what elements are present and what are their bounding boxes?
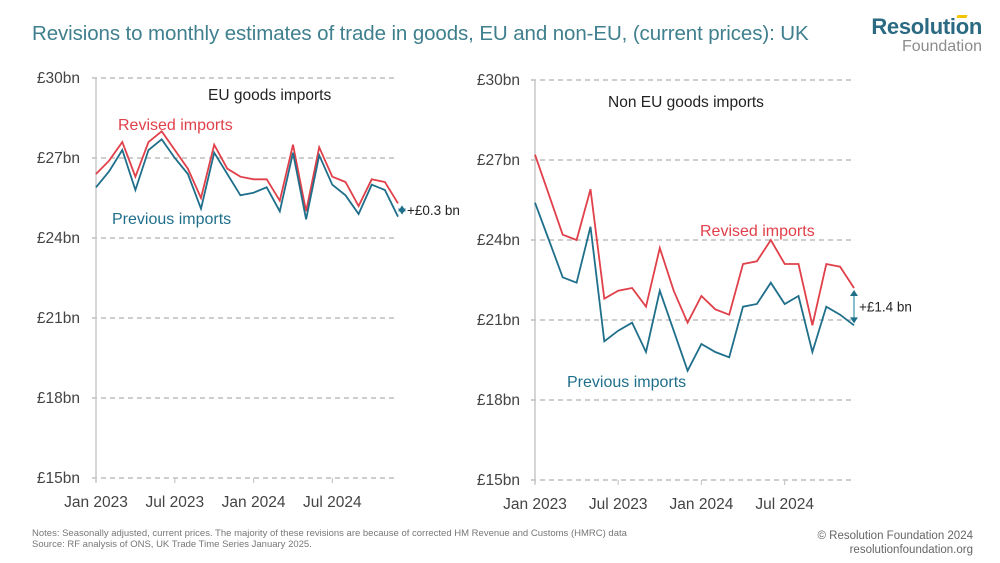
arrow-up-icon bbox=[850, 290, 858, 296]
copyright-block: © Resolution Foundation 2024 resolutionf… bbox=[817, 529, 973, 558]
previous-imports-label: Previous imports bbox=[567, 374, 686, 391]
x-tick-label: Jan 2023 bbox=[503, 496, 567, 513]
x-tick-label: Jan 2023 bbox=[64, 494, 128, 511]
y-tick-label: £24bn bbox=[37, 230, 80, 247]
panel-title: EU goods imports bbox=[208, 87, 331, 104]
revised-imports-label: Revised imports bbox=[700, 223, 815, 240]
x-tick-label: Jan 2024 bbox=[670, 496, 734, 513]
y-tick-label: £18bn bbox=[477, 392, 520, 409]
y-tick-label: £27bn bbox=[37, 150, 80, 167]
y-tick-label: £27bn bbox=[477, 152, 520, 169]
x-tick-label: Jul 2023 bbox=[145, 494, 204, 511]
previous-imports-line bbox=[95, 137, 399, 220]
logo-main-text: Resolution bbox=[871, 14, 982, 39]
arrow-down-icon bbox=[398, 208, 406, 215]
chart-notes: Notes: Seasonally adjusted, current pric… bbox=[32, 528, 627, 551]
revision-annotation: +£0.3 bn bbox=[407, 203, 460, 218]
revision-annotation: +£1.4 bn bbox=[859, 300, 912, 315]
panel-title: Non EU goods imports bbox=[608, 94, 764, 111]
copyright-text: © Resolution Foundation 2024 bbox=[817, 530, 973, 542]
x-tick-label: Jul 2024 bbox=[303, 494, 362, 511]
chart-panel-non-eu: £30bn £27bn £24bn £21bn £18bn £15bn Jan 2023 Ju… bbox=[477, 72, 912, 513]
y-tick-label: £30bn bbox=[37, 70, 80, 87]
chart-panel-eu: £30bn £27bn £24bn £21bn £18bn £15bn Jan 2023 Ju… bbox=[37, 70, 460, 511]
notes-text: Notes: Seasonally adjusted, current pric… bbox=[32, 528, 627, 539]
x-tick-label: Jul 2023 bbox=[589, 496, 648, 513]
chart-title: Revisions to monthly estimates of trade … bbox=[32, 22, 809, 45]
arrow-down-icon bbox=[850, 317, 858, 324]
revised-imports-line bbox=[534, 154, 855, 326]
y-tick-label: £24bn bbox=[477, 232, 520, 249]
y-tick-label: £21bn bbox=[477, 312, 520, 329]
x-tick-label: Jul 2024 bbox=[755, 496, 814, 513]
y-tick-label: £15bn bbox=[477, 472, 520, 489]
logo-sub-text: Foundation bbox=[901, 38, 982, 55]
website-link[interactable]: resolutionfoundation.org bbox=[849, 544, 973, 557]
revised-imports-line bbox=[95, 129, 399, 212]
y-tick-label: £30bn bbox=[477, 72, 520, 89]
source-text: Source: RF analysis of ONS, UK Trade Tim… bbox=[32, 538, 312, 550]
logo-main-label: Resolution bbox=[871, 14, 982, 39]
previous-imports-label: Previous imports bbox=[112, 211, 231, 228]
y-tick-label: £18bn bbox=[37, 390, 80, 407]
previous-imports-line bbox=[534, 202, 855, 373]
resolution-foundation-logo: Resolution Foundation bbox=[871, 14, 982, 55]
y-tick-label: £21bn bbox=[37, 310, 80, 327]
y-tick-label: £15bn bbox=[37, 470, 80, 487]
x-tick-label: Jan 2024 bbox=[222, 494, 286, 511]
revised-imports-label: Revised imports bbox=[118, 117, 233, 134]
